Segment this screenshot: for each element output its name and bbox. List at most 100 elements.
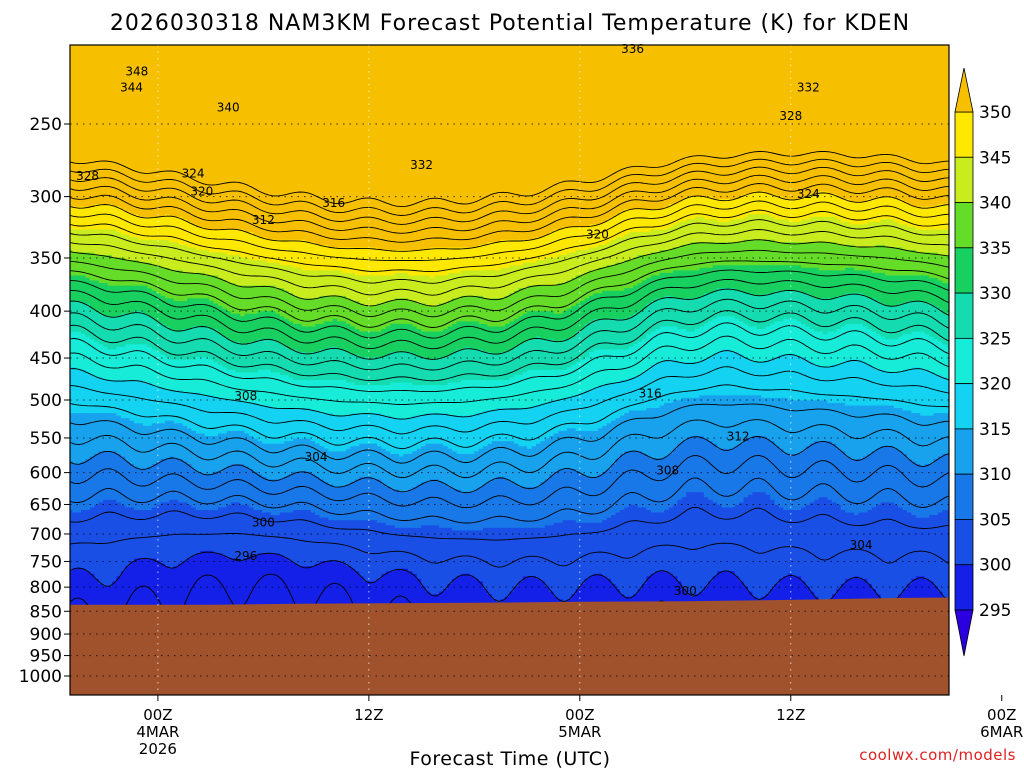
heatmap-band <box>173 499 180 568</box>
heatmap-band <box>597 474 604 524</box>
heatmap-band <box>434 247 440 277</box>
heatmap-band <box>491 45 498 244</box>
heatmap-band <box>244 285 250 315</box>
heatmap-band <box>103 316 109 349</box>
heatmap-band <box>743 265 749 295</box>
heatmap-band <box>125 344 131 382</box>
heatmap-band <box>717 221 723 244</box>
heatmap-band <box>708 267 714 295</box>
heatmap-band <box>231 464 237 504</box>
heatmap-band <box>235 372 241 402</box>
heatmap-band <box>279 408 286 445</box>
heatmap-band <box>544 369 551 405</box>
heatmap-band <box>924 517 930 581</box>
heatmap-band <box>690 298 696 333</box>
heatmap-band <box>363 331 369 359</box>
heatmap-band <box>381 357 387 387</box>
heatmap-band <box>465 247 471 272</box>
heatmap-band <box>116 45 122 208</box>
heatmap-band <box>933 206 939 231</box>
heatmap-band <box>642 410 648 456</box>
heatmap-band <box>597 267 604 295</box>
heatmap-band <box>814 441 820 502</box>
heatmap-band <box>505 295 511 326</box>
heatmap-band <box>376 249 383 277</box>
heatmap-band <box>385 300 392 328</box>
heatmap-band <box>734 504 740 578</box>
heatmap-band <box>288 321 294 351</box>
heatmap-band <box>730 219 736 244</box>
heatmap-band <box>575 430 581 473</box>
heatmap-band <box>491 410 498 443</box>
heatmap-band <box>394 382 400 420</box>
heatmap-band <box>235 313 241 343</box>
heatmap-band <box>160 423 166 461</box>
heatmap-band <box>465 415 471 456</box>
heatmap-band <box>147 382 153 428</box>
heatmap-band <box>801 196 807 221</box>
heatmap-band <box>328 45 334 249</box>
heatmap-band <box>783 290 789 320</box>
heatmap-band <box>650 408 657 461</box>
heatmap-band <box>840 221 846 247</box>
heatmap-band <box>98 451 104 504</box>
heatmap-band <box>823 191 829 219</box>
heatmap-band <box>770 265 776 295</box>
heatmap-band <box>907 275 913 303</box>
heatmap-band <box>248 372 255 405</box>
heatmap-band <box>840 270 846 298</box>
heatmap-band <box>549 339 555 371</box>
heatmap-band <box>496 326 502 356</box>
y-tick-label: 450 <box>30 349 62 369</box>
heatmap-band <box>734 198 740 221</box>
heatmap-band <box>867 328 873 366</box>
heatmap-band <box>363 306 369 333</box>
heatmap-band <box>195 471 202 512</box>
heatmap-band <box>111 206 118 231</box>
heatmap-band <box>173 390 180 425</box>
heatmap-band <box>142 425 149 471</box>
heatmap-band <box>655 229 661 254</box>
heatmap-band <box>884 372 891 407</box>
heatmap-band <box>787 510 793 575</box>
heatmap-band <box>70 275 74 303</box>
heatmap-band <box>571 364 577 397</box>
heatmap-band <box>522 45 528 241</box>
heatmap-band <box>253 234 259 262</box>
heatmap-band <box>544 479 551 527</box>
heatmap-band <box>275 372 281 410</box>
heatmap-band <box>111 316 118 351</box>
heatmap-band <box>540 527 546 583</box>
heatmap-band <box>147 216 153 241</box>
heatmap-band <box>187 359 193 394</box>
heatmap-band <box>871 45 877 201</box>
heatmap-band <box>871 298 877 333</box>
heatmap-band <box>98 204 104 231</box>
heatmap-band <box>752 265 758 298</box>
heatmap-band <box>871 405 877 453</box>
credit-text[interactable]: coolwx.com/models <box>859 746 1016 764</box>
heatmap-band <box>346 351 352 384</box>
heatmap-band <box>907 45 913 206</box>
heatmap-band <box>478 349 484 382</box>
y-tick-label: 700 <box>30 525 62 545</box>
heatmap-band <box>677 270 683 300</box>
heatmap-band <box>871 507 877 591</box>
heatmap-band <box>840 510 846 586</box>
heatmap-band <box>213 397 219 438</box>
heatmap-band <box>633 45 639 211</box>
heatmap-band <box>240 344 246 374</box>
heatmap-band <box>412 326 418 356</box>
heatmap-band <box>337 270 343 298</box>
heatmap-band <box>867 405 873 456</box>
heatmap-band <box>142 285 149 315</box>
heatmap-band <box>156 293 162 323</box>
heatmap-band <box>544 339 551 371</box>
heatmap-band <box>231 341 237 371</box>
heatmap-band <box>346 272 352 300</box>
heatmap-band <box>381 275 387 305</box>
heatmap-band <box>138 423 144 471</box>
heatmap-band <box>70 249 74 277</box>
heatmap-band <box>134 466 140 512</box>
heatmap-band <box>628 209 634 234</box>
